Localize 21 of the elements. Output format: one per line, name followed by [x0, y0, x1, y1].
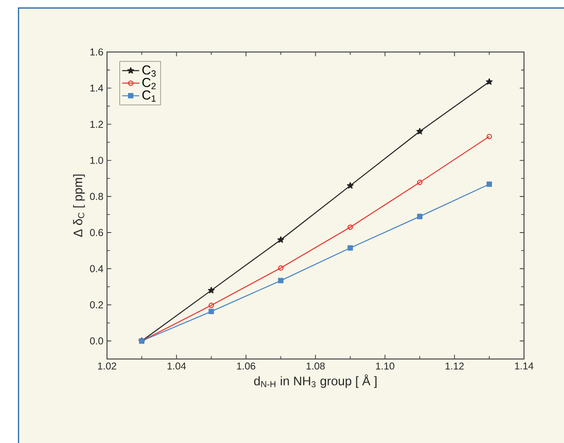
x-tick-label: 1.04	[168, 362, 186, 370]
legend-label: C$_{3}$	[142, 65, 156, 77]
y-tick-label: 1.4	[90, 84, 104, 92]
y-axis-title: Δ δ$_{C}$ [ ppm]	[73, 174, 85, 237]
x-tick-label: 1.10	[376, 362, 394, 370]
x-tick-label: 1.06	[237, 362, 256, 370]
y-tick-label: 1.2	[90, 120, 103, 128]
x-axis-title: d$_{N-H}$ in NH$_{3}$ group [ Å ]	[254, 374, 376, 388]
y-tick-label: 1.0	[90, 156, 104, 164]
y-tick-label: 0.0	[90, 337, 104, 344]
x-tick-label: 1.02	[98, 362, 116, 370]
legend-label: C$_{2}$	[142, 78, 156, 90]
x-tick-label: 1.08	[306, 362, 325, 370]
x-tick-label: 1.12	[446, 362, 464, 370]
y-tick-label: 0.4	[90, 265, 104, 272]
y-tick-label: 0.8	[90, 192, 104, 200]
x-tick-label: 1.14	[515, 362, 534, 370]
y-tick-label: 1.6	[90, 48, 104, 56]
y-tick-label: 0.2	[90, 301, 103, 308]
legend-label: C$_{1}$	[142, 90, 156, 102]
y-tick-label: 0.6	[90, 229, 104, 236]
